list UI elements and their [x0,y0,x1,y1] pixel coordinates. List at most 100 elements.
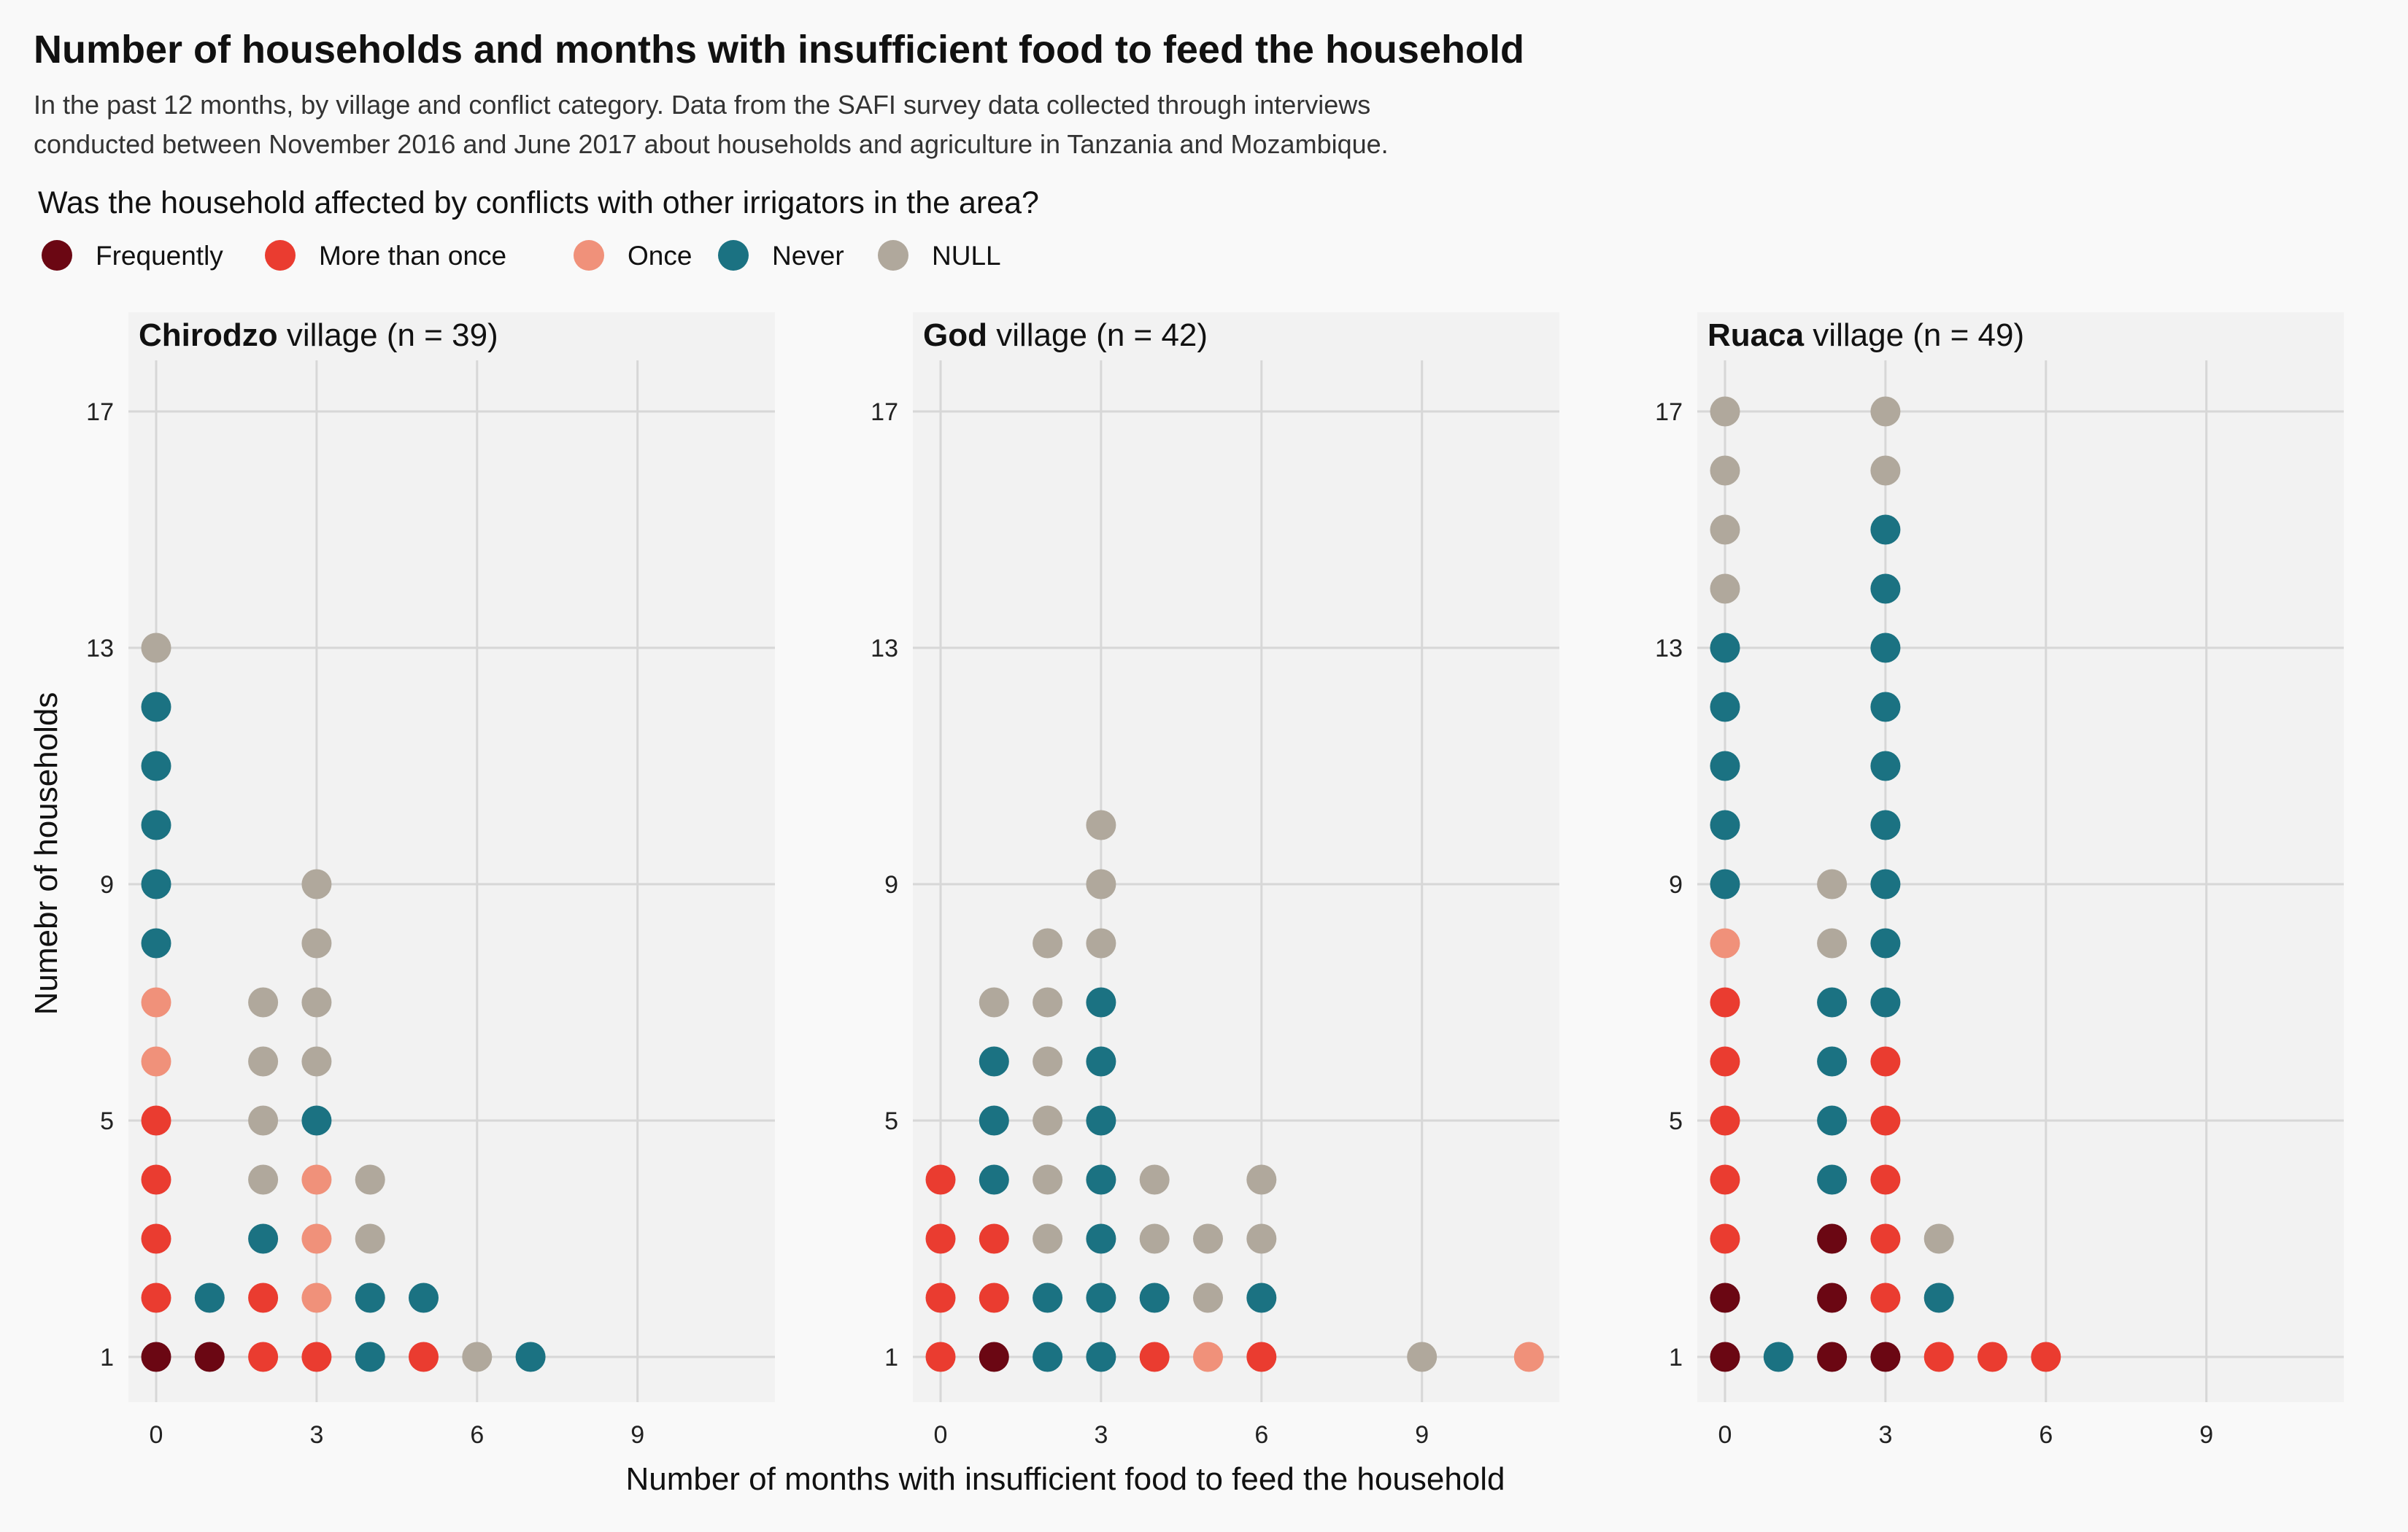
legend-label: Frequently [96,241,223,271]
data-point [194,1283,225,1313]
data-point [248,987,279,1018]
data-point [141,987,171,1018]
legend-swatch [42,240,72,271]
data-point [1710,869,1740,900]
data-point [301,1223,332,1254]
legend-item: NULL [878,240,1001,271]
data-point [1817,869,1848,900]
data-point [1977,1342,2007,1372]
data-point [1193,1223,1223,1254]
legend-item: Frequently [42,240,223,271]
data-point [409,1342,439,1372]
data-point [925,1283,956,1313]
legend-item: Once [574,240,692,271]
data-point [1870,1105,1901,1136]
data-point [515,1342,546,1372]
data-point [141,810,171,840]
data-point [1870,632,1901,663]
x-tick-label: 9 [2199,1421,2213,1449]
chart-subtitle-line-2: conducted between November 2016 and June… [34,129,1389,159]
data-point [1710,987,1740,1018]
data-point [1033,1105,1063,1136]
data-point [301,869,332,900]
data-point [979,987,1009,1018]
x-tick-label: 3 [309,1421,323,1449]
data-point [1870,396,1901,427]
data-point [1870,455,1901,486]
data-point [248,1046,279,1077]
data-point [979,1164,1009,1195]
y-tick-label: 5 [884,1107,898,1135]
data-point [1086,1342,1116,1372]
data-point [1710,1283,1740,1313]
legend-title: Was the household affected by conflicts … [38,185,1039,220]
y-tick-label: 5 [100,1107,114,1135]
data-point [1870,751,1901,781]
x-tick-label: 3 [1878,1421,1892,1449]
data-point [925,1223,956,1254]
facet-title: Ruaca village (n = 49) [1707,317,2024,353]
data-point [248,1342,279,1372]
x-axis-label: Number of months with insufficient food … [625,1461,1505,1497]
data-point [1870,1223,1901,1254]
x-tick-label: 9 [1415,1421,1429,1449]
data-point [1923,1342,1954,1372]
data-point [141,751,171,781]
data-point [1710,455,1740,486]
data-point [301,1105,332,1136]
y-tick-label: 1 [1669,1344,1683,1372]
legend-label: NULL [932,241,1001,271]
data-point [1086,1223,1116,1254]
x-tick-label: 0 [150,1421,163,1449]
facet-title: God village (n = 42) [923,317,1208,353]
data-point [1086,1046,1116,1077]
x-tick-label: 6 [470,1421,484,1449]
data-point [141,869,171,900]
data-point [1033,987,1063,1018]
data-point [1033,1342,1063,1372]
data-point [1870,928,1901,959]
data-point [1710,1046,1740,1077]
data-point [1033,1046,1063,1077]
data-point [1193,1283,1223,1313]
data-point [1086,869,1116,900]
panel-ruaca: Ruaca village (n = 49) 1 5 9 13 17 0 3 6 9 [1655,312,2344,1449]
legend-swatch [718,240,749,271]
data-point [1817,1164,1848,1195]
y-tick-label: 9 [100,871,114,899]
data-point [1086,987,1116,1018]
data-point [1710,1223,1740,1254]
panel-background [913,312,1559,1402]
data-point [1710,396,1740,427]
data-point [1870,810,1901,840]
data-point [1033,1223,1063,1254]
data-point [1033,928,1063,959]
data-point [462,1342,493,1372]
facet-title: Chirodzo village (n = 39) [139,317,498,353]
data-point [1139,1164,1170,1195]
data-point [301,987,332,1018]
x-tick-label: 6 [2039,1421,2053,1449]
data-point [141,1283,171,1313]
data-point [1710,514,1740,545]
data-point [1870,573,1901,604]
data-point [1870,1164,1901,1195]
chart-title: Number of households and months with ins… [34,28,1524,71]
data-point [1139,1223,1170,1254]
data-point [1710,810,1740,840]
x-tick-label: 9 [630,1421,644,1449]
data-point [925,1342,956,1372]
legend-label: Once [628,241,692,271]
data-point [141,632,171,663]
data-point [1870,1046,1901,1077]
data-point [1033,1283,1063,1313]
data-point [1817,1046,1848,1077]
data-point [1710,692,1740,722]
y-tick-label: 1 [100,1344,114,1372]
data-point [141,692,171,722]
y-axis-label: Numebr of households [28,692,64,1015]
data-point [1710,928,1740,959]
data-point [248,1223,279,1254]
data-point [1086,1283,1116,1313]
